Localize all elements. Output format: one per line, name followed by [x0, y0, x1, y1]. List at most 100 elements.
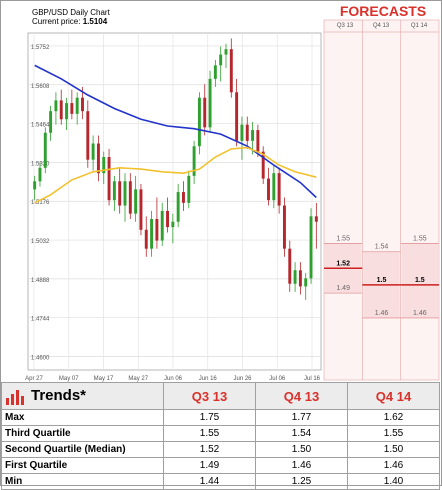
forecasts-title: FORECASTS	[339, 3, 427, 19]
candle-body	[267, 178, 270, 201]
trends-row-first-quartile: First Quartile 1.49 1.46 1.46	[1, 457, 440, 474]
candle-body	[192, 146, 196, 176]
candle-body	[33, 181, 37, 190]
forecast-value-label: 1.5	[415, 277, 425, 284]
candle-body	[155, 219, 159, 241]
forecast-col-q3-13: Q3 13	[336, 23, 354, 29]
cell-value: 1.52	[163, 441, 256, 458]
candle-body	[160, 210, 164, 241]
forecast-col-q4-13: Q4 13	[372, 23, 390, 29]
candle-body	[251, 130, 255, 141]
forecast-value-label: 1.49	[336, 285, 350, 292]
x-tick-label: Jun 16	[199, 376, 218, 382]
candle-body	[96, 143, 100, 174]
y-tick-label: 1.5176	[31, 200, 50, 206]
candle-body	[112, 181, 116, 201]
chart-title: GBP/USD Daily Chart	[32, 8, 110, 17]
candle-body	[277, 173, 281, 206]
candle-body	[38, 167, 42, 182]
y-tick-label: 1.5608	[31, 84, 50, 90]
forecast-value-label: 1.5	[377, 277, 387, 284]
candle-body	[123, 181, 127, 206]
trends-table: Trends* Q3 13 Q4 13 Q4 14 Max 1.75 1.77 …	[1, 382, 440, 490]
row-label: First Quartile	[1, 457, 164, 474]
candle-body	[304, 278, 308, 287]
candle-body	[81, 97, 84, 112]
y-tick-label: 1.4600	[31, 356, 50, 362]
trends-row-median: Second Quartile (Median) 1.52 1.50 1.50	[1, 441, 440, 458]
moving-average-short	[34, 146, 317, 204]
trends-header-row: Trends* Q3 13 Q4 13 Q4 14	[1, 382, 440, 410]
x-tick-label: Jul 16	[304, 376, 321, 382]
candle-body	[134, 189, 138, 214]
cell-value: 1.55	[347, 425, 440, 442]
candle-body	[203, 97, 207, 128]
x-tick-label: Jul 06	[269, 376, 286, 382]
candle-body	[65, 103, 69, 120]
y-tick-label: 1.5464	[31, 123, 50, 129]
cell-value: 1.50	[347, 441, 440, 458]
candle-body	[86, 111, 90, 160]
candle-body	[70, 103, 74, 114]
trends-row-min: Min 1.44 1.25 1.40	[1, 473, 440, 490]
candle-body	[298, 270, 302, 287]
candle-body	[272, 173, 276, 201]
y-tick-label: 1.5032	[31, 239, 50, 245]
y-tick-label: 1.5752	[31, 45, 50, 51]
candle-body	[245, 124, 249, 141]
candle-body	[49, 111, 53, 133]
row-label: Third Quartile	[1, 425, 164, 442]
candle-body	[91, 143, 95, 160]
current-price-label: Current price:	[32, 17, 81, 26]
candle-body	[229, 49, 233, 93]
candle-body	[59, 100, 63, 120]
forecast-col-q1-14: Q1 14	[410, 23, 428, 29]
candle-body	[54, 100, 58, 112]
cell-value: 1.62	[347, 409, 440, 426]
cell-value: 1.49	[163, 457, 256, 474]
candle-body	[235, 92, 239, 141]
candle-body	[282, 205, 286, 249]
x-tick-label: Jun 06	[164, 376, 183, 382]
candle-body	[213, 65, 217, 79]
row-label: Max	[1, 409, 164, 426]
cell-value: 1.25	[255, 473, 348, 490]
trends-row-third-quartile: Third Quartile 1.55 1.54 1.55	[1, 425, 440, 442]
candle-body	[187, 175, 191, 203]
cell-value: 1.44	[163, 473, 256, 490]
bar-chart-icon	[6, 389, 24, 405]
candle-body	[144, 229, 148, 249]
candle-body	[139, 189, 143, 230]
forecast-value-label: 1.55	[413, 235, 427, 242]
forecast-value-label: 1.46	[375, 310, 389, 317]
candle-body	[197, 97, 201, 147]
candle-body	[182, 192, 185, 203]
current-price-line: Current price: 1.5104	[32, 17, 110, 26]
trends-col-1: Q3 13	[163, 382, 256, 410]
trends-row-max: Max 1.75 1.77 1.62	[1, 409, 440, 426]
candle-body	[314, 216, 318, 222]
candle-body	[166, 210, 169, 228]
x-tick-label: May 07	[59, 376, 79, 382]
cell-value: 1.54	[255, 425, 348, 442]
chart-title-block: GBP/USD Daily Chart Current price: 1.510…	[32, 8, 110, 26]
cell-value: 1.55	[163, 425, 256, 442]
forecast-panel	[323, 19, 440, 381]
candle-body	[118, 181, 122, 206]
y-tick-label: 1.5320	[31, 161, 50, 167]
moving-average-long	[34, 64, 317, 199]
trends-col-2: Q4 13	[255, 382, 348, 410]
candle-body	[176, 192, 180, 222]
candle-body	[293, 270, 297, 284]
row-label: Min	[1, 473, 164, 490]
forecast-band	[401, 243, 438, 318]
candle-body	[171, 221, 175, 228]
price-chart: 1.5752 1.5608 1.5464 1.5320 1.5176 1.5032 1.48…	[25, 19, 440, 382]
candle-body	[128, 181, 132, 214]
candle-body	[150, 219, 154, 249]
candle-body	[224, 49, 228, 55]
y-tick-label: 1.4744	[31, 317, 50, 323]
candle-body	[43, 132, 47, 168]
y-tick-label: 1.4888	[31, 278, 50, 284]
row-label: Second Quartile (Median)	[1, 441, 164, 458]
